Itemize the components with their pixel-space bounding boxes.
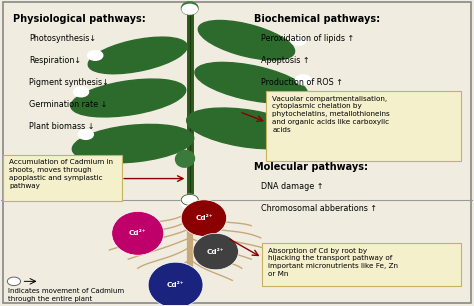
Text: Peroxidation of lipids ↑: Peroxidation of lipids ↑	[261, 34, 354, 43]
Circle shape	[296, 75, 311, 85]
Text: Apoptosis ↑: Apoptosis ↑	[261, 56, 309, 65]
Circle shape	[88, 50, 103, 60]
Text: Biochemical pathways:: Biochemical pathways:	[254, 14, 380, 24]
Ellipse shape	[182, 2, 198, 15]
Circle shape	[7, 277, 20, 285]
Text: Production of ROS ↑: Production of ROS ↑	[261, 78, 343, 87]
Circle shape	[73, 87, 89, 97]
Text: Cd²⁺: Cd²⁺	[129, 230, 146, 236]
Text: Cd²⁺: Cd²⁺	[167, 282, 184, 288]
Circle shape	[78, 130, 93, 139]
FancyBboxPatch shape	[266, 91, 461, 161]
Ellipse shape	[195, 62, 308, 103]
Ellipse shape	[187, 108, 306, 149]
Text: Molecular pathways:: Molecular pathways:	[254, 162, 367, 172]
Text: Pigment synthesis↓: Pigment synthesis↓	[29, 78, 109, 87]
Text: Respiration↓: Respiration↓	[29, 56, 81, 65]
Text: Indicates movement of Cadmium
through the entire plant: Indicates movement of Cadmium through th…	[8, 288, 124, 301]
Ellipse shape	[148, 262, 203, 306]
Circle shape	[291, 35, 306, 45]
Text: Chromosomal abberations ↑: Chromosomal abberations ↑	[261, 203, 377, 212]
Ellipse shape	[193, 233, 238, 270]
Text: Absorption of Cd by root by
hijacking the transport pathway of
important micronu: Absorption of Cd by root by hijacking th…	[268, 248, 398, 277]
Circle shape	[181, 197, 198, 208]
Text: Plant biomass ↓: Plant biomass ↓	[29, 122, 94, 131]
Ellipse shape	[175, 151, 194, 167]
Circle shape	[181, 194, 198, 205]
Circle shape	[182, 4, 197, 14]
Text: Accumulation of Cadmium in
shoots, moves through
apoplastic and symplastic
pathw: Accumulation of Cadmium in shoots, moves…	[9, 159, 113, 189]
Text: Vacuolar compartmentalisation,
cytoplasmic chelation by
phytochelatins, metallot: Vacuolar compartmentalisation, cytoplasm…	[273, 95, 390, 132]
Ellipse shape	[198, 21, 295, 60]
Text: Cd²⁺: Cd²⁺	[195, 215, 213, 221]
Text: Cd²⁺: Cd²⁺	[207, 248, 225, 255]
Ellipse shape	[88, 37, 187, 74]
FancyBboxPatch shape	[262, 243, 461, 286]
Ellipse shape	[71, 79, 186, 117]
Text: Photosynthesis↓: Photosynthesis↓	[29, 34, 96, 43]
Text: Physiological pathways:: Physiological pathways:	[12, 14, 145, 24]
Ellipse shape	[181, 200, 227, 236]
Ellipse shape	[73, 124, 194, 163]
Text: Germination rate ↓: Germination rate ↓	[29, 100, 108, 109]
Ellipse shape	[112, 211, 164, 255]
FancyBboxPatch shape	[3, 155, 122, 201]
Text: DNA damage ↑: DNA damage ↑	[261, 182, 323, 191]
